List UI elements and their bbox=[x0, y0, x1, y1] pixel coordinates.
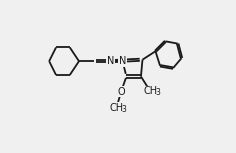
Text: O: O bbox=[117, 87, 125, 97]
Text: N: N bbox=[119, 56, 126, 66]
Text: 3: 3 bbox=[121, 105, 126, 114]
Text: N: N bbox=[107, 56, 114, 66]
Text: CH: CH bbox=[110, 103, 123, 113]
Text: CH: CH bbox=[143, 86, 157, 96]
Text: 3: 3 bbox=[155, 88, 160, 97]
